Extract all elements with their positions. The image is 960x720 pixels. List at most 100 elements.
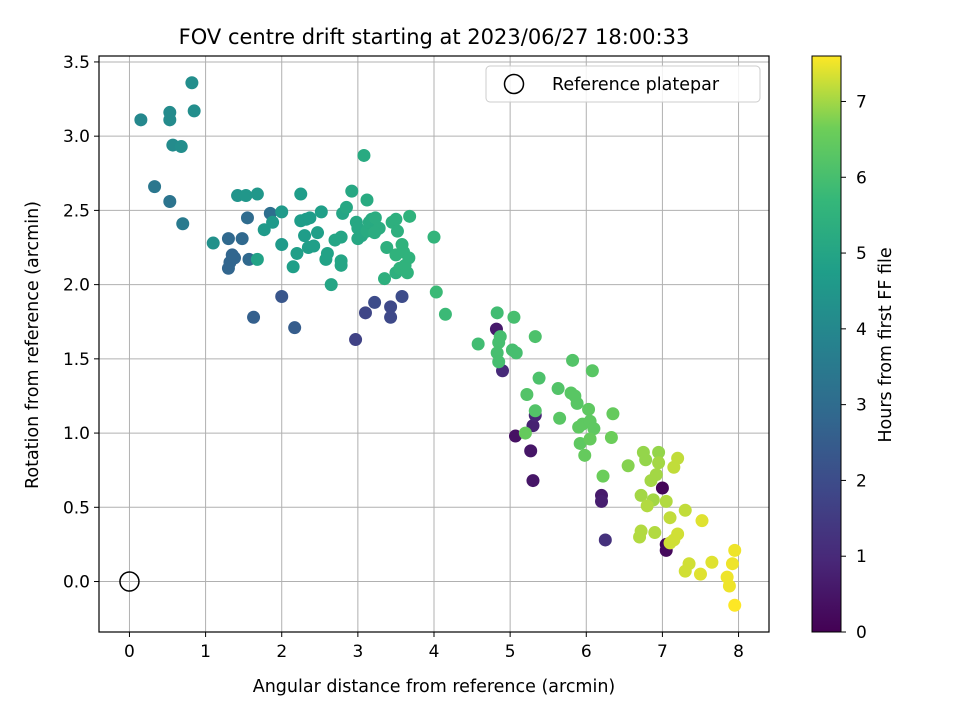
data-point [134, 113, 148, 127]
data-point [368, 211, 382, 225]
x-axis-ticks: 0 1 2 3 4 5 6 7 8 [124, 632, 744, 662]
data-point [639, 453, 653, 467]
data-points [134, 76, 742, 612]
data-point [250, 252, 264, 266]
data-point [378, 272, 392, 286]
data-point [553, 411, 567, 425]
colorbar-tick-label: 6 [856, 168, 867, 188]
data-point [634, 488, 648, 502]
data-point [402, 251, 416, 265]
data-point [288, 321, 302, 335]
data-point [334, 230, 348, 244]
data-point [357, 148, 371, 162]
data-point [257, 223, 271, 237]
x-axis-label: Angular distance from reference (arcmin) [253, 677, 616, 697]
data-point [644, 474, 658, 488]
data-point [339, 200, 353, 214]
reference-marker [119, 571, 140, 592]
data-point [389, 212, 403, 226]
data-point [595, 494, 608, 508]
data-point [509, 346, 523, 360]
data-point [728, 543, 742, 557]
reference-platepar-marker [119, 571, 140, 592]
data-point [621, 459, 635, 473]
data-point [303, 211, 317, 225]
data-point [583, 432, 597, 446]
data-point [429, 285, 443, 299]
colorbar-gradient [811, 55, 842, 633]
data-point [358, 306, 372, 320]
colorbar-ticks: 0 1 2 3 4 5 6 7 [841, 92, 867, 643]
y-tick-label: 3.5 [63, 53, 90, 73]
x-tick-label: 5 [505, 642, 516, 662]
colorbar-tick-label: 7 [856, 92, 867, 112]
data-point [345, 184, 359, 198]
data-point [319, 252, 333, 266]
x-tick-label: 3 [352, 642, 363, 662]
data-point [163, 113, 177, 127]
data-point [384, 310, 398, 324]
data-point [275, 289, 289, 303]
legend-marker [503, 73, 525, 95]
data-point [524, 444, 538, 458]
data-point [298, 229, 312, 243]
data-point [596, 469, 610, 483]
data-point [507, 310, 521, 324]
data-point [526, 474, 540, 488]
data-point [307, 239, 321, 253]
data-point [655, 481, 669, 495]
data-point [663, 511, 677, 525]
data-point [604, 431, 618, 445]
data-point [528, 404, 542, 418]
data-point [648, 526, 662, 540]
colorbar: 0 1 2 3 4 5 6 7 Hours from first FF file [811, 55, 896, 643]
data-point [324, 278, 338, 292]
data-point [247, 310, 261, 324]
x-tick-label: 2 [276, 642, 287, 662]
data-point [311, 226, 325, 240]
data-point [334, 258, 348, 272]
data-point [380, 241, 394, 255]
data-point [174, 140, 188, 154]
x-tick-label: 7 [657, 642, 668, 662]
data-point [368, 226, 382, 240]
x-tick-label: 1 [200, 642, 211, 662]
colorbar-tick-label: 0 [856, 623, 867, 643]
data-point [633, 530, 647, 544]
data-point [551, 382, 565, 396]
data-point [239, 189, 253, 203]
data-point [705, 555, 719, 569]
data-point [693, 567, 707, 581]
data-point [587, 422, 601, 436]
data-point [294, 187, 308, 201]
data-point [728, 598, 742, 612]
data-point [572, 420, 586, 434]
y-tick-label: 0.5 [63, 498, 90, 518]
colorbar-label: Hours from first FF file [876, 247, 896, 442]
data-point [228, 251, 242, 265]
data-point [585, 364, 599, 378]
data-point [286, 260, 300, 274]
data-point [187, 104, 201, 118]
data-point [290, 246, 304, 260]
data-point [176, 217, 190, 231]
x-tick-label: 6 [581, 642, 592, 662]
legend-entry: Reference platepar [552, 75, 720, 95]
data-point [368, 295, 382, 309]
data-point [163, 194, 177, 208]
data-point [427, 230, 441, 244]
data-point [240, 211, 254, 225]
data-point [438, 307, 452, 321]
data-point [384, 300, 398, 314]
data-point [532, 371, 546, 385]
x-tick-label: 4 [429, 642, 440, 662]
chart-title: FOV centre drift starting at 2023/06/27 … [179, 25, 690, 49]
data-point [678, 564, 692, 578]
data-point [275, 205, 289, 219]
data-point [566, 353, 580, 367]
y-tick-label: 1.0 [63, 424, 90, 444]
data-point [390, 224, 404, 238]
y-tick-label: 1.5 [63, 350, 90, 370]
y-axis-label: Rotation from reference (arcmin) [23, 201, 43, 489]
